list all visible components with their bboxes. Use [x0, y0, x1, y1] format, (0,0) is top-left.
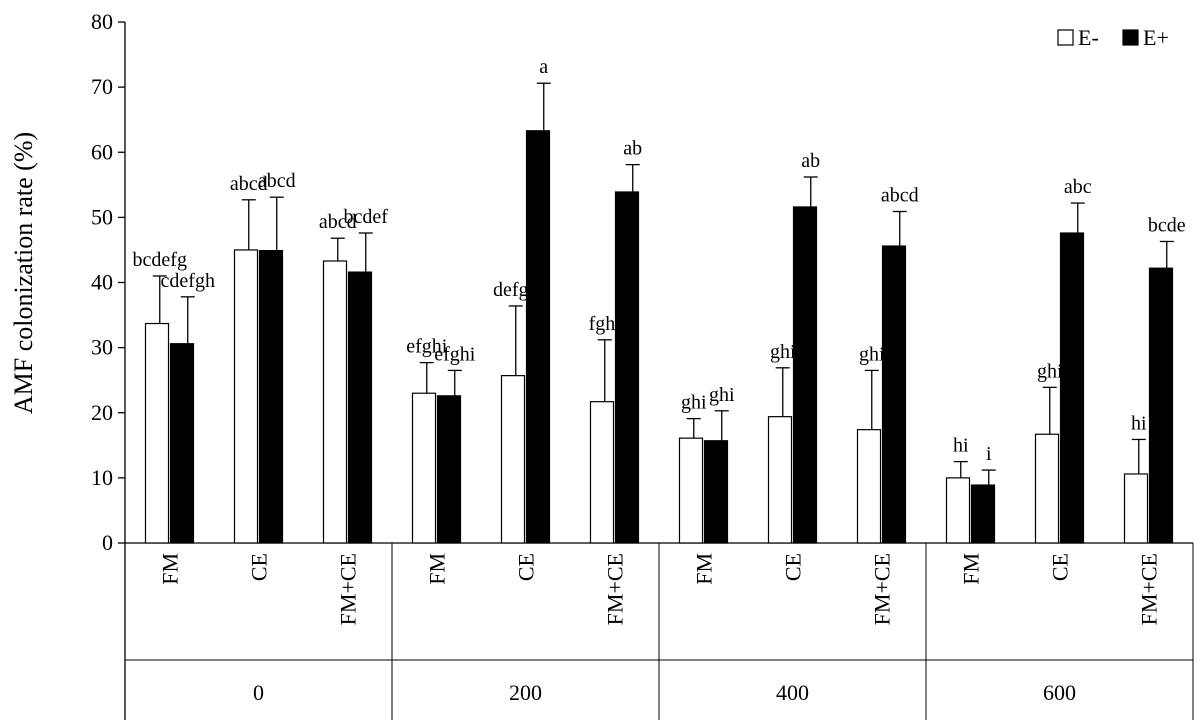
significance-letter: efghi: [406, 336, 448, 358]
significance-labels: bcdefgcdefghabcdabcdabcdbcdefefghiefghid…: [133, 56, 1186, 465]
category-label: FM: [158, 553, 183, 585]
significance-letter: ab: [801, 150, 820, 172]
bar-E--200-FM+CE: [589, 401, 615, 544]
significance-letter: abcd: [230, 173, 268, 195]
bar-E+-0-FM+CE: [347, 271, 373, 544]
y-tick-label: 20: [91, 400, 113, 425]
bar-E--200-FM: [411, 392, 437, 544]
bars: [144, 82, 1174, 544]
category-label: FM+CE: [603, 553, 628, 625]
y-axis-label: AMF colonization rate (%): [9, 132, 38, 414]
significance-letter: hi: [953, 435, 969, 457]
significance-letter: defgh: [493, 279, 539, 301]
group-label: 0: [253, 680, 264, 705]
significance-letter: abcd: [881, 185, 919, 207]
significance-letter: ab: [623, 138, 642, 160]
legend-label: E-: [1078, 25, 1099, 50]
bar-E+-400-CE: [792, 206, 818, 544]
significance-letter: abcd: [258, 170, 296, 192]
category-label: FM+CE: [1137, 553, 1162, 625]
legend: E- E+: [1057, 25, 1169, 50]
significance-letter: i: [986, 443, 992, 465]
bar-E+-600-FM: [970, 484, 996, 544]
significance-letter: abc: [1064, 176, 1092, 198]
significance-letter: ghi: [1037, 360, 1063, 382]
category-label: FM: [959, 553, 984, 585]
x-axis: 0 FM CE FM+CE 200 FM CE FM+CE 400 FM CE FM+CE 600 FM C…: [125, 542, 1194, 720]
bar-E+-0-FM: [169, 343, 195, 544]
significance-letter: abcd: [319, 211, 357, 233]
bar-E--0-FM: [144, 322, 170, 544]
category-label: FM: [692, 553, 717, 585]
bar-E--600-FM: [945, 477, 971, 544]
bar-E--600-CE: [1034, 433, 1060, 544]
significance-letter: bcdef: [344, 206, 389, 228]
bar-E+-600-FM+CE: [1148, 267, 1174, 544]
y-tick-label: 0: [102, 530, 113, 555]
y-tick-label: 30: [91, 335, 113, 360]
bar-E--200-CE: [500, 375, 526, 544]
bar-E+-200-FM+CE: [614, 191, 640, 544]
y-tick-label: 80: [91, 9, 113, 34]
significance-letter: hi: [1131, 412, 1147, 434]
significance-letter: a: [539, 56, 548, 78]
category-label: CE: [781, 553, 806, 581]
significance-letter: cdefgh: [161, 270, 215, 292]
category-label: FM+CE: [870, 553, 895, 625]
significance-letter: bcde: [1148, 214, 1186, 236]
group-label: 400: [776, 680, 809, 705]
significance-letter: ghi: [859, 343, 885, 365]
bar-E+-200-FM: [436, 395, 462, 544]
y-tick-label: 10: [91, 465, 113, 490]
legend-label: E+: [1143, 25, 1169, 50]
y-tick-label: 60: [91, 139, 113, 164]
category-label: FM: [425, 553, 450, 585]
category-label: FM+CE: [336, 553, 361, 625]
category-label: CE: [514, 553, 539, 581]
bar-E--400-FM: [678, 437, 704, 544]
legend-swatch: [1122, 29, 1139, 46]
bar-E+-200-CE: [525, 130, 551, 544]
bar-E+-0-CE: [258, 249, 284, 544]
y-tick-label: 40: [91, 270, 113, 295]
group-label: 600: [1043, 680, 1076, 705]
bar-E--600-FM+CE: [1123, 473, 1149, 544]
bar-E--0-FM+CE: [322, 260, 348, 544]
significance-letter: efghi: [434, 343, 476, 365]
bar-E--400-CE: [767, 416, 793, 544]
significance-letter: ghi: [681, 392, 707, 414]
bar-E--0-CE: [233, 249, 259, 544]
significance-letter: fghi: [589, 313, 622, 335]
bar-E+-400-FM+CE: [881, 245, 907, 544]
y-tick-label: 70: [91, 74, 113, 99]
category-label: CE: [1048, 553, 1073, 581]
group-label: 200: [509, 680, 542, 705]
significance-letter: ghi: [709, 384, 735, 406]
bar-E+-600-CE: [1059, 232, 1085, 544]
significance-letter: ghi: [770, 341, 796, 363]
y-tick-label: 50: [91, 204, 113, 229]
category-label: CE: [247, 553, 272, 581]
legend-swatch: [1057, 29, 1074, 46]
bar-E+-400-FM: [703, 440, 729, 544]
significance-letter: bcdefg: [133, 249, 187, 271]
bar-E--400-FM+CE: [856, 429, 882, 544]
y-axis: 0 10 20 30 40 50 60 70 80: [91, 9, 126, 720]
